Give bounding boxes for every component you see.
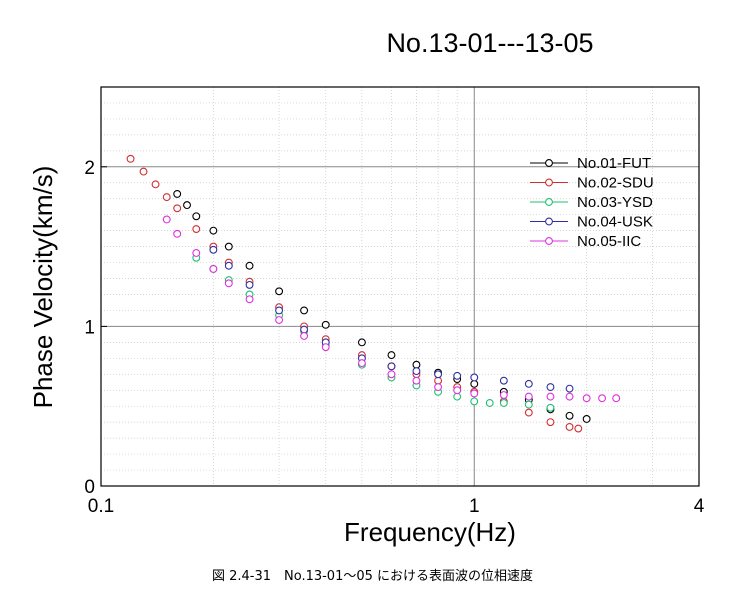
data-point <box>321 343 330 352</box>
data-point <box>192 249 201 257</box>
data-point <box>412 360 421 369</box>
data-point <box>300 332 309 340</box>
y-tick-label: 2 <box>84 158 95 179</box>
data-point <box>470 373 479 382</box>
figure-caption: 図 2.4-31 No.13-01～05 における表面波の位相速度 <box>211 569 534 584</box>
ticks-layer: 0.1 1 4 0 1 2 <box>84 158 704 517</box>
data-point <box>453 371 462 380</box>
data-point <box>470 379 479 388</box>
data-point <box>387 370 396 379</box>
legend-marker <box>545 159 553 167</box>
data-point <box>245 295 254 304</box>
data-point <box>173 229 182 238</box>
data-point <box>434 383 443 391</box>
y-tick-label: 0 <box>84 477 95 498</box>
data-point <box>470 389 479 398</box>
data-point <box>192 212 201 221</box>
data-point <box>524 400 533 409</box>
data-point <box>173 189 182 198</box>
data-point <box>485 399 494 407</box>
series-No.01-FUT <box>173 189 591 423</box>
x-tick-label: 0.1 <box>88 496 114 517</box>
data-point <box>275 316 284 324</box>
series-No.03-YSD <box>192 253 555 412</box>
data-point <box>321 320 330 329</box>
data-point <box>300 306 309 315</box>
data-point <box>245 280 254 289</box>
data-point <box>412 367 421 376</box>
data-point <box>357 338 366 347</box>
y-tick-label: 1 <box>84 317 95 338</box>
data-point <box>387 362 396 371</box>
legend-marker <box>545 178 553 187</box>
data-point <box>565 411 574 420</box>
series-layer <box>126 154 621 433</box>
data-point <box>209 226 218 235</box>
data-point <box>224 261 233 270</box>
data-point <box>612 394 621 403</box>
data-point <box>126 154 135 163</box>
data-point <box>387 351 396 360</box>
data-point <box>546 418 555 427</box>
grid-layer <box>101 87 700 486</box>
data-point <box>582 394 591 403</box>
data-point <box>453 392 462 401</box>
legend-label: No.04-USK <box>577 214 653 231</box>
data-point <box>565 384 574 393</box>
legend-label: No.03-YSD <box>577 194 653 211</box>
data-point <box>192 225 201 233</box>
data-point <box>546 383 555 391</box>
data-point <box>524 408 533 417</box>
data-point <box>412 376 421 385</box>
x-tick-label: 4 <box>694 496 705 517</box>
data-point <box>209 245 218 254</box>
legend-label: No.05-IIC <box>577 233 641 250</box>
legend-marker <box>545 237 553 245</box>
data-point <box>139 167 148 176</box>
plot-frame <box>100 86 700 487</box>
data-point <box>224 242 233 251</box>
y-axis-label: Phase Velocity(km/s) <box>28 166 58 409</box>
data-point <box>565 422 574 431</box>
data-point <box>300 325 309 334</box>
data-point <box>209 264 218 273</box>
data-point <box>224 279 233 288</box>
legend: No.01-FUT No.02-SDU No.03-YSD No.04-USK No.0… <box>530 155 654 250</box>
data-point <box>453 386 462 395</box>
data-point <box>275 287 284 296</box>
data-point <box>524 392 533 401</box>
data-point <box>499 399 508 407</box>
x-axis-label: Frequency(Hz) <box>344 517 516 547</box>
x-tick-label: 1 <box>469 496 480 517</box>
data-point <box>499 391 508 399</box>
data-point <box>434 376 443 385</box>
data-point <box>499 376 508 385</box>
data-point <box>183 201 191 210</box>
data-point <box>598 394 607 403</box>
data-point <box>357 359 366 368</box>
legend-label: No.01-FUT <box>577 155 651 172</box>
data-point <box>151 180 160 189</box>
chart-title: No.13-01---13-05 <box>386 28 593 58</box>
data-point <box>173 204 182 213</box>
data-point <box>275 306 284 315</box>
data-point <box>565 392 574 401</box>
legend-label: No.02-SDU <box>577 175 654 192</box>
data-point <box>546 403 555 412</box>
data-point <box>245 261 254 270</box>
data-point <box>162 193 171 202</box>
series-No.05-IIC <box>162 215 621 403</box>
legend-marker <box>545 217 553 226</box>
data-point <box>524 379 533 388</box>
data-point <box>162 215 171 224</box>
data-point <box>582 415 591 423</box>
data-point <box>470 397 479 406</box>
legend-marker <box>545 198 553 206</box>
series-No.02-SDU <box>126 154 583 433</box>
data-point <box>434 370 443 379</box>
data-point <box>574 424 583 433</box>
data-point <box>546 392 555 401</box>
series-No.04-USK <box>209 245 574 393</box>
